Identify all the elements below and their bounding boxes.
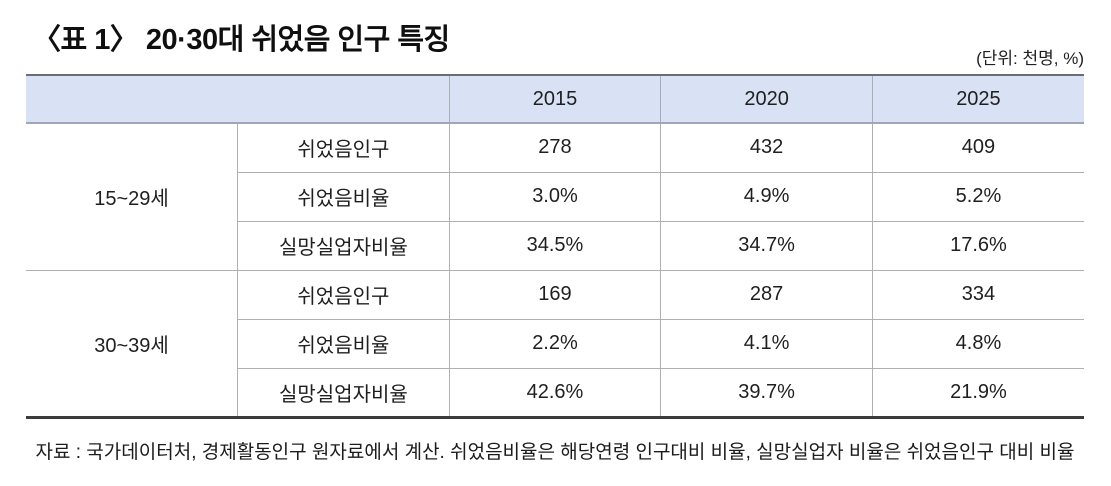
value-cell: 432 [660,122,873,172]
age-group-cell: 15~29세 [26,122,238,270]
metric-label-cell: 실망실업자비율 [237,367,450,417]
table-row: 실망실업자비율 42.6% 39.7% 21.9% [26,367,1084,417]
header-empty-cell [26,75,450,124]
value-cell: 5.2% [871,171,1084,221]
value-cell: 278 [448,122,661,172]
data-table: 2015 2020 2025 15~29세 쉬었음인구 278 432 409 … [26,74,1084,419]
table-row: 실망실업자비율 34.5% 34.7% 17.6% [26,220,1084,270]
value-cell: 334 [871,269,1084,319]
header-year-2025: 2025 [871,75,1084,124]
metric-label-cell: 실망실업자비율 [237,220,450,270]
value-cell: 39.7% [660,367,873,417]
value-cell: 169 [448,269,661,319]
value-cell: 42.6% [448,367,661,417]
value-cell: 34.7% [660,220,873,270]
header-year-2015: 2015 [448,75,661,124]
source-note: 자료 : 국가데이터처, 경제활동인구 원자료에서 계산. 쉬었음비율은 해당연… [35,442,1075,463]
table-row: 15~29세 쉬었음인구 278 432 409 [26,122,1084,270]
value-cell: 4.9% [660,171,873,221]
metric-label-cell: 쉬었음비율 [237,318,450,368]
age-group-cell: 30~39세 [26,269,238,417]
table-row: 30~39세 쉬었음인구 169 287 334 [26,269,1084,417]
value-cell: 4.8% [871,318,1084,368]
table-title: 〈표 1〉 20·30대 쉬었음 인구 특징 [32,24,450,56]
value-cell: 2.2% [448,318,661,368]
value-cell: 4.1% [660,318,873,368]
table-row: 쉬었음비율 2.2% 4.1% 4.8% [26,318,1084,368]
table-header-row: 2015 2020 2025 [26,75,1084,124]
metric-label-cell: 쉬었음인구 [237,122,450,172]
unit-label: (단위: 천명, %) [976,49,1084,68]
table-row: 쉬었음비율 3.0% 4.9% 5.2% [26,171,1084,221]
value-cell: 21.9% [871,367,1084,417]
value-cell: 34.5% [448,220,661,270]
header-year-2020: 2020 [660,75,873,124]
table-container: 2015 2020 2025 15~29세 쉬었음인구 278 432 409 … [26,74,1084,419]
value-cell: 409 [871,122,1084,172]
metric-label-cell: 쉬었음인구 [237,269,450,319]
metric-label-cell: 쉬었음비율 [237,171,450,221]
value-cell: 17.6% [871,220,1084,270]
value-cell: 3.0% [448,171,661,221]
value-cell: 287 [660,269,873,319]
